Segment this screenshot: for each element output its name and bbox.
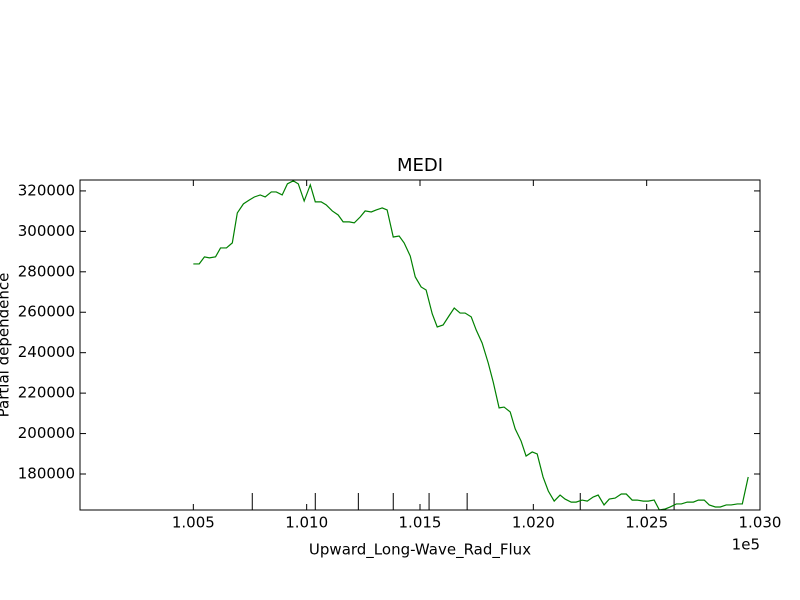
y-tick-label: 320000 <box>18 181 75 199</box>
y-tick-label: 200000 <box>18 424 75 442</box>
y-tick-label: 280000 <box>18 262 75 280</box>
y-tick-label: 240000 <box>18 343 75 361</box>
x-tick-label: 1.010 <box>285 514 328 532</box>
line-series <box>193 180 749 511</box>
y-axis-label: Partial dependence <box>0 273 13 418</box>
x-tick-label: 1.005 <box>172 514 215 532</box>
y-tick-label: 220000 <box>18 384 75 402</box>
x-axis-label: Upward_Long-Wave_Rad_Flux <box>309 541 531 560</box>
x-tick-label: 1.030 <box>739 514 782 532</box>
x-tick-label: 1.020 <box>512 514 555 532</box>
x-tick-label: 1.025 <box>625 514 668 532</box>
plot-frame <box>79 179 761 511</box>
y-tick-label: 180000 <box>18 465 75 483</box>
x-offset-label: 1e5 <box>732 536 760 554</box>
chart-title: MEDI <box>397 155 443 176</box>
x-tick-label: 1.015 <box>399 514 442 532</box>
y-tick-label: 260000 <box>18 303 75 321</box>
y-tick-label: 300000 <box>18 222 75 240</box>
